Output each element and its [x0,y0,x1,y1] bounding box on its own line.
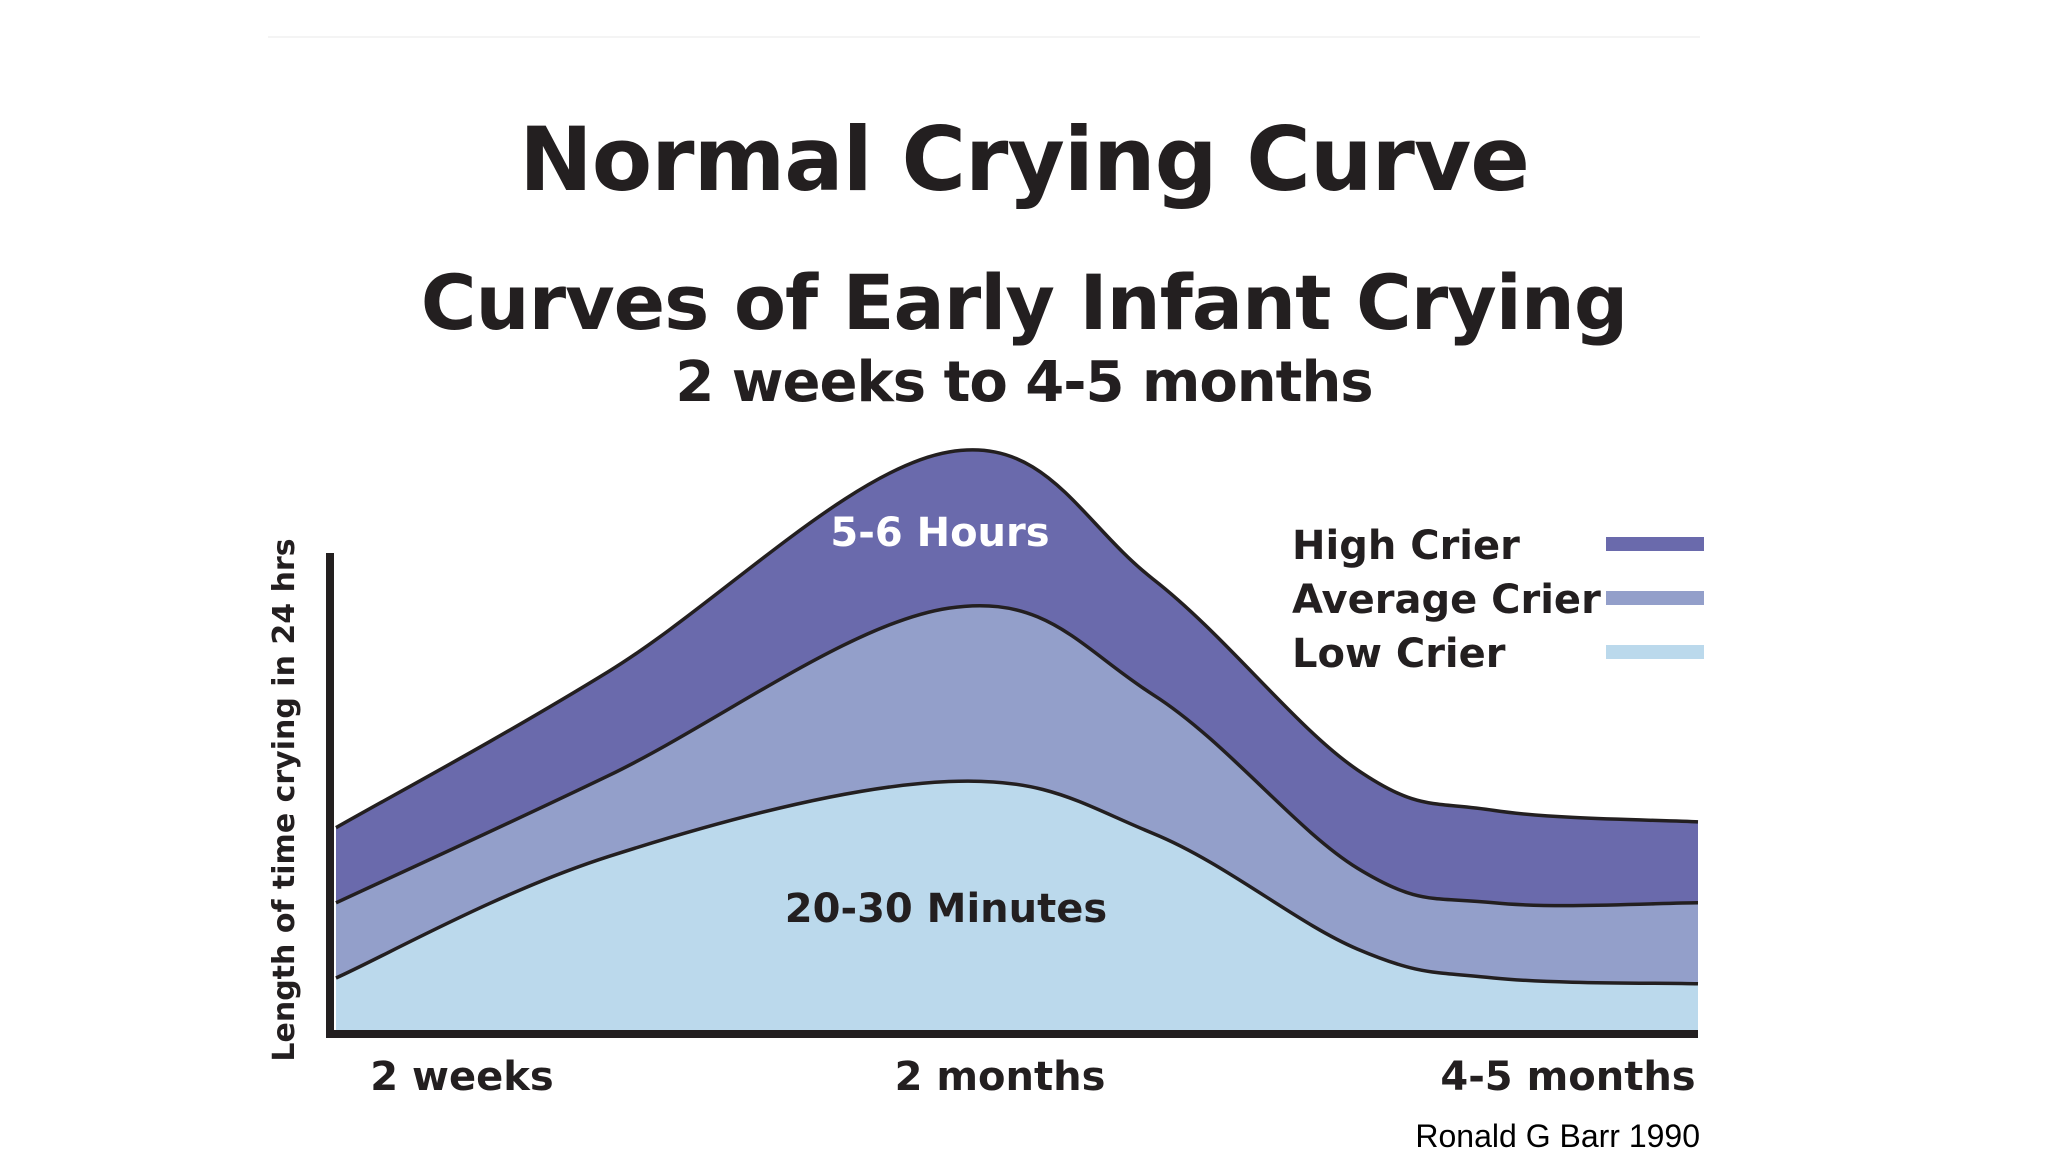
legend-label: High Crier [1292,523,1520,569]
legend-swatch [1606,645,1704,659]
line-high-crier [335,448,1699,830]
x-tick-label: 2 weeks [370,1054,553,1100]
slide-top-rule [268,36,1700,38]
y-axis-label: Length of time crying in 24 hrs [267,538,302,1061]
chart-areas [335,448,1699,1031]
legend-swatch [1606,537,1704,551]
area-low-crier [336,781,1698,1030]
legend: High Crier Average Crier Low Crier [1292,523,1704,677]
chart-subtitle: 2 weeks to 4-5 months [675,350,1373,415]
line-average-crier [335,603,1699,908]
legend-swatch [1606,591,1704,605]
page-title: Normal Crying Curve [519,108,1530,211]
line-low-crier [335,779,1699,986]
high-crier-annotation: 5-6 Hours [830,510,1049,556]
x-tick-label: 4-5 months [1440,1054,1695,1100]
legend-label: Average Crier [1292,577,1601,623]
chart-title: Curves of Early Infant Crying [420,258,1629,347]
source-credit: Ronald G Barr 1990 [1415,1118,1700,1154]
x-tick-label: 2 months [895,1054,1106,1100]
x-tick-labels: 2 weeks 2 months 4-5 months [370,1054,1695,1100]
low-crier-annotation: 20-30 Minutes [785,886,1107,932]
legend-label: Low Crier [1292,631,1506,677]
